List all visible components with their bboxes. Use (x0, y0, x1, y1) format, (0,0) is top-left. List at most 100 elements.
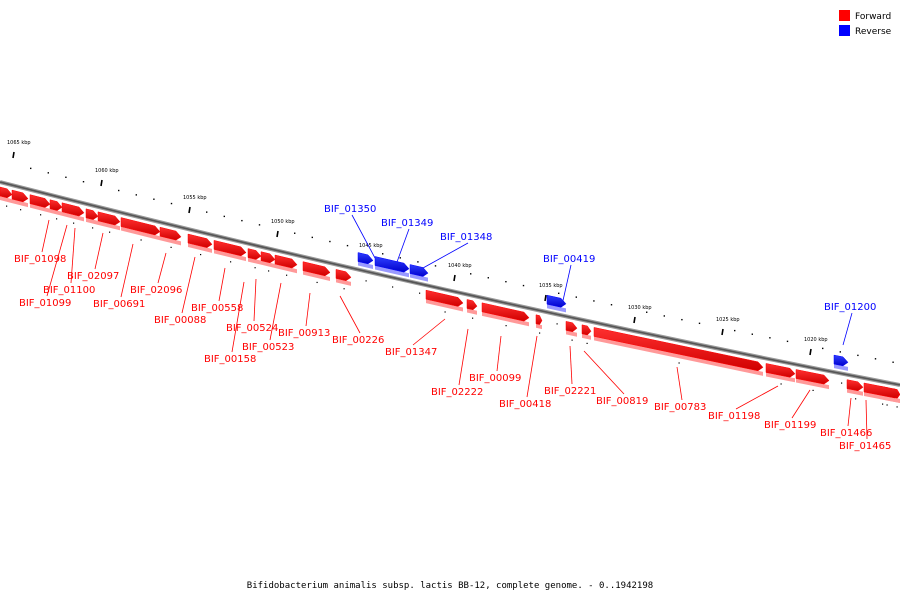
gene-label-bif-01098: BIF_01098 (14, 254, 66, 265)
gene-tick (780, 383, 782, 385)
scale-dot (82, 181, 85, 183)
gene-feature (247, 248, 262, 269)
label-leader-line (46, 224, 68, 297)
label-leader-line (94, 232, 104, 270)
label-leader-line (41, 219, 50, 253)
gene-feature-shadow (121, 226, 160, 241)
genome-caption: Bifidobacterium animalis subsp. lactis B… (247, 581, 653, 591)
gene-label-bif-00819: BIF_00819 (596, 396, 648, 407)
label-leader-line (561, 264, 572, 306)
gene-feature-body (374, 256, 410, 273)
scale-dot (839, 351, 841, 353)
gene-feature-shadow (482, 311, 529, 327)
scale-dot (593, 300, 595, 302)
scale-dots (30, 167, 894, 363)
scale-dot (118, 189, 120, 192)
gene-feature-body (11, 189, 29, 203)
label-leader-line (157, 252, 167, 284)
gene-feature-shadow (261, 260, 275, 269)
gene-feature-shadow (594, 336, 763, 376)
scale-dot (857, 354, 859, 357)
gene-tick (56, 218, 58, 220)
label-leader-line (458, 328, 469, 386)
gene-tick (444, 311, 446, 313)
gene-label-bif-01200: BIF_01200 (824, 302, 876, 313)
gene-feature-shadow (248, 257, 261, 265)
gene-feature-shadow (160, 236, 181, 246)
gene-tick (316, 281, 318, 284)
label-leader-line (351, 214, 376, 259)
scale-dot (346, 244, 349, 247)
scale-dot (311, 236, 313, 239)
scale-dot (610, 304, 613, 306)
scale-dot (170, 202, 173, 205)
scale-tick-label: 1020 kbp (804, 337, 828, 343)
label-leader-line (181, 256, 196, 314)
scale-tick-label: 1045 kbp (359, 243, 383, 249)
gene-feature-shadow (834, 364, 848, 371)
gene-label-bif-01100: BIF_01100 (43, 285, 95, 296)
gene-label-bif-00418: BIF_00418 (499, 399, 551, 410)
gene-feature-shadow (336, 278, 351, 286)
label-leaders (41, 214, 868, 440)
gene-feature-shadow (62, 211, 84, 222)
genome-backbone-core (0, 181, 900, 386)
gene-feature-body (795, 369, 830, 385)
gene-tick (170, 246, 172, 248)
gene-feature-body (425, 289, 464, 307)
gene-feature-shadow (566, 330, 577, 337)
gene-feature-body (357, 252, 374, 265)
gene-feature (466, 299, 478, 319)
gene-feature (833, 354, 849, 384)
gene-tick (254, 267, 256, 269)
gene-feature-body (29, 194, 51, 208)
gene-feature-body (535, 314, 543, 325)
scale-dot (470, 273, 472, 275)
gene-feature (765, 363, 796, 385)
gene-feature-shadow (847, 388, 863, 396)
gene-feature (302, 261, 331, 284)
scale-tick (453, 274, 456, 282)
scale-dot (434, 265, 437, 267)
genome-backbone (0, 180, 900, 387)
scale-dot (487, 277, 489, 279)
scale-dot (522, 284, 525, 287)
gene-feature-body (260, 251, 276, 264)
gene-feature-shadow (50, 208, 62, 216)
gene-feature (846, 379, 864, 400)
gene-tick (886, 404, 888, 406)
scale-dot (874, 358, 877, 360)
label-leader-line (305, 292, 311, 327)
gene-feature-shadow (536, 323, 542, 330)
scale-dot (892, 361, 894, 363)
gene-tick (539, 332, 541, 334)
gene-feature (274, 254, 298, 276)
scale-dot (153, 198, 155, 200)
scale-tick-label: 1050 kbp (271, 219, 295, 225)
gene-labels: BIF_01098 BIF_01100 BIF_01099 BIF_02097 BIF_… (14, 204, 891, 452)
gene-feature-body (187, 233, 213, 248)
scale-dot (646, 311, 648, 313)
gene-feature-body (120, 217, 161, 236)
gene-feature-body (409, 264, 429, 277)
gene-feature-shadow (303, 270, 330, 282)
gene-feature-shadow (467, 308, 477, 315)
scale-dot (417, 261, 419, 263)
scale-dot (734, 329, 736, 332)
gene-feature (120, 217, 161, 241)
scale-tick (544, 294, 547, 302)
gene-feature-body (846, 379, 864, 392)
scale-dot (663, 315, 665, 317)
label-leader-line (496, 335, 502, 372)
scale-tick-label: 1030 kbp (628, 305, 652, 311)
scale-dot (575, 296, 577, 298)
gene-feature (425, 289, 464, 313)
gene-tick (40, 214, 42, 216)
gene-feature-shadow (188, 243, 212, 253)
label-leader-line (422, 242, 469, 269)
scale-tick-label: 1040 kbp (448, 263, 472, 269)
legend-forward-swatch (839, 10, 850, 21)
legend-reverse-label: Reverse (855, 27, 892, 37)
scale-dot (65, 176, 67, 178)
scale-tick-label: 1035 kbp (539, 283, 563, 289)
